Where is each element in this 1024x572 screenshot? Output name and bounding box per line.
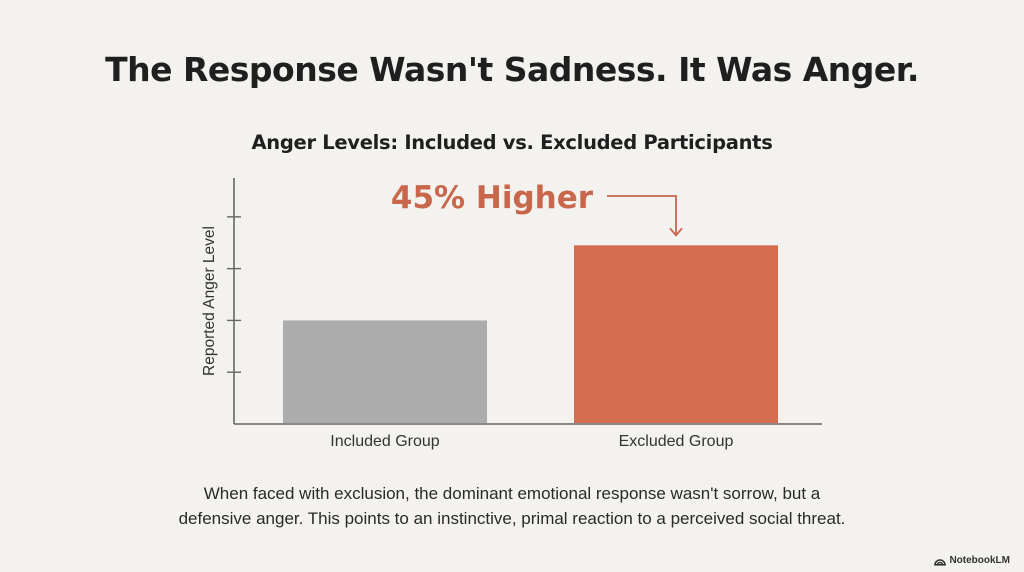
caption: When faced with exclusion, the dominant … (0, 481, 1024, 531)
page-title: The Response Wasn't Sadness. It Was Ange… (105, 50, 919, 89)
annotation-arrow-line (607, 195, 677, 235)
caption-line: When faced with exclusion, the dominant … (203, 484, 821, 503)
bar-included-group (283, 320, 487, 423)
brand-watermark: NotebookLM (934, 555, 1010, 566)
x-tick-label: Excluded Group (619, 433, 734, 450)
brand-label: NotebookLM (949, 555, 1010, 566)
notebooklm-logo-icon (934, 558, 947, 566)
annotation-label: 45% Higher (391, 180, 594, 216)
y-axis-label: Reported Anger Level (201, 226, 218, 376)
bar-excluded-group (574, 245, 778, 423)
chart-title: Anger Levels: Included vs. Excluded Part… (251, 131, 773, 154)
caption-line: defensive anger. This points to an insti… (178, 509, 846, 528)
x-tick-label: Included Group (330, 433, 440, 450)
arrow-down-icon (669, 227, 683, 237)
